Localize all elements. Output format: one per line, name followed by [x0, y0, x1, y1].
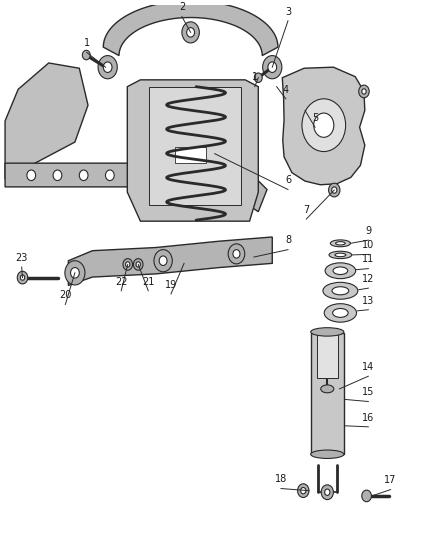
Ellipse shape	[329, 251, 352, 259]
Circle shape	[321, 485, 333, 499]
Ellipse shape	[321, 385, 334, 393]
Text: 1: 1	[84, 38, 90, 48]
Text: 6: 6	[285, 175, 291, 185]
Text: 17: 17	[385, 475, 397, 486]
Ellipse shape	[336, 241, 345, 245]
Circle shape	[297, 484, 309, 497]
Polygon shape	[5, 163, 267, 212]
Text: 19: 19	[165, 280, 177, 290]
Text: 23: 23	[15, 253, 28, 263]
Text: 5: 5	[312, 113, 318, 123]
Polygon shape	[127, 80, 258, 221]
Polygon shape	[103, 1, 278, 55]
Circle shape	[154, 249, 172, 272]
Circle shape	[17, 271, 28, 284]
Circle shape	[134, 259, 143, 270]
Text: 22: 22	[115, 277, 127, 287]
Polygon shape	[68, 237, 272, 286]
Text: 21: 21	[142, 277, 155, 287]
Text: 3: 3	[285, 6, 291, 17]
Circle shape	[228, 244, 245, 264]
Circle shape	[359, 85, 369, 98]
Circle shape	[71, 268, 79, 278]
Circle shape	[300, 488, 306, 494]
Text: 12: 12	[362, 274, 374, 284]
Circle shape	[53, 170, 62, 181]
Circle shape	[20, 275, 25, 280]
Ellipse shape	[325, 263, 356, 279]
Ellipse shape	[332, 309, 348, 317]
Polygon shape	[283, 67, 365, 185]
Circle shape	[79, 170, 88, 181]
Circle shape	[182, 22, 199, 43]
Circle shape	[328, 183, 340, 197]
Circle shape	[362, 89, 366, 94]
Text: 7: 7	[303, 205, 310, 215]
Circle shape	[187, 28, 194, 37]
Circle shape	[123, 259, 133, 270]
Ellipse shape	[311, 450, 344, 458]
Polygon shape	[175, 147, 206, 163]
Ellipse shape	[332, 287, 349, 295]
Text: 8: 8	[285, 236, 291, 245]
Text: 9: 9	[365, 226, 371, 236]
Ellipse shape	[335, 253, 346, 257]
Text: 15: 15	[362, 387, 374, 397]
Circle shape	[325, 489, 330, 495]
Ellipse shape	[330, 240, 350, 247]
Text: 20: 20	[59, 290, 71, 300]
Text: 4: 4	[283, 85, 289, 94]
Circle shape	[106, 170, 114, 181]
Ellipse shape	[311, 328, 344, 336]
Circle shape	[103, 62, 112, 72]
Circle shape	[136, 262, 141, 267]
Circle shape	[98, 55, 117, 79]
Circle shape	[254, 73, 262, 83]
Circle shape	[126, 262, 130, 267]
Circle shape	[158, 170, 166, 181]
Circle shape	[27, 170, 35, 181]
Circle shape	[302, 99, 346, 151]
Circle shape	[159, 256, 167, 265]
Circle shape	[65, 261, 85, 285]
Circle shape	[184, 170, 193, 181]
Text: 2: 2	[179, 2, 185, 12]
Polygon shape	[5, 63, 88, 179]
Text: 16: 16	[362, 413, 374, 423]
Text: 14: 14	[362, 362, 374, 372]
Text: 10: 10	[362, 240, 374, 250]
Ellipse shape	[323, 282, 358, 299]
Circle shape	[82, 50, 90, 60]
Circle shape	[233, 249, 240, 258]
Text: 11: 11	[362, 254, 374, 264]
Circle shape	[332, 187, 337, 193]
Circle shape	[263, 55, 282, 79]
Ellipse shape	[333, 267, 348, 274]
Polygon shape	[149, 87, 241, 205]
Circle shape	[314, 113, 334, 138]
Circle shape	[362, 490, 371, 502]
Circle shape	[268, 62, 277, 72]
Text: 13: 13	[362, 295, 374, 305]
Text: 1: 1	[252, 72, 258, 83]
Ellipse shape	[324, 304, 357, 322]
Text: 18: 18	[275, 474, 287, 484]
Polygon shape	[317, 333, 338, 378]
Polygon shape	[311, 333, 344, 454]
Circle shape	[132, 170, 141, 181]
